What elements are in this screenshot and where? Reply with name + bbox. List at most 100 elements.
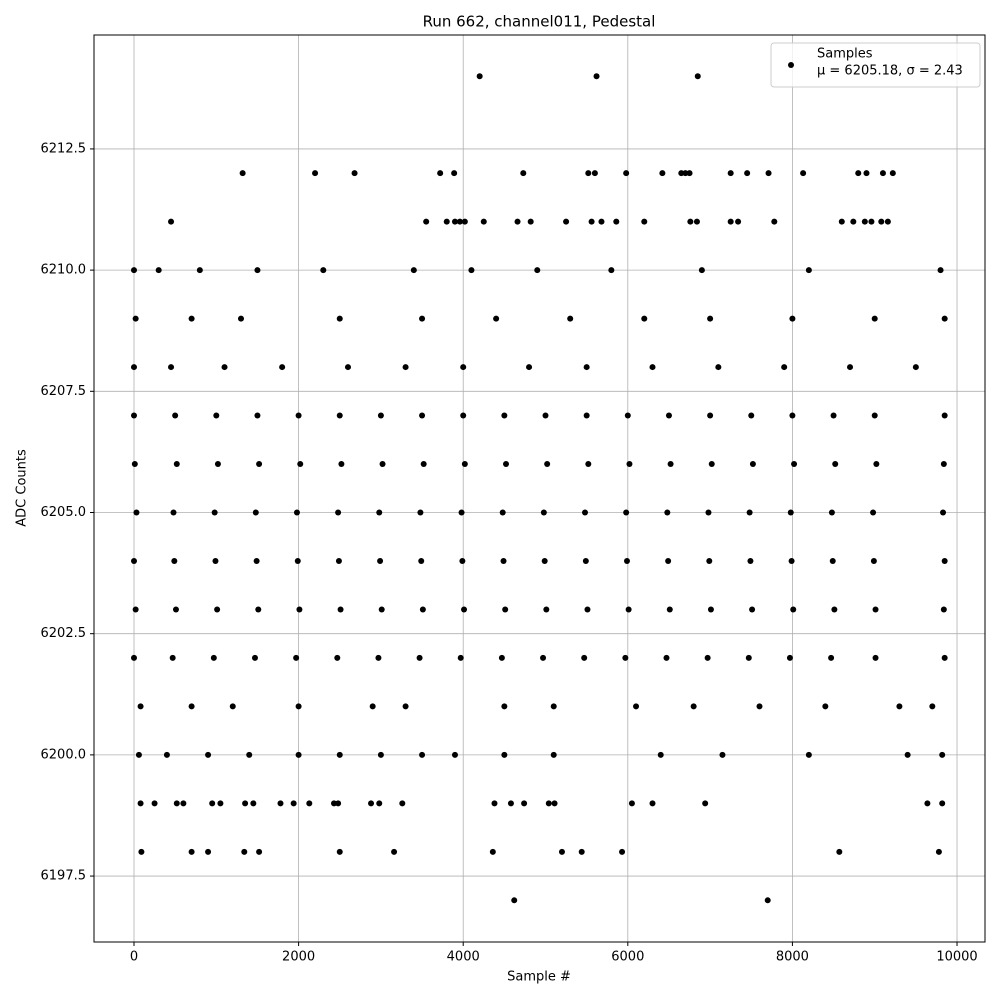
point — [451, 170, 458, 177]
point — [822, 703, 829, 710]
point — [254, 267, 261, 274]
point — [221, 364, 228, 371]
point — [416, 654, 423, 661]
point — [250, 800, 257, 807]
point — [205, 848, 212, 855]
point — [702, 800, 709, 807]
point — [246, 751, 253, 758]
point — [665, 557, 672, 564]
legend-label: Samples — [817, 47, 873, 62]
point — [708, 461, 715, 468]
point — [889, 170, 896, 177]
point — [458, 509, 465, 516]
point — [694, 73, 701, 80]
point — [540, 509, 547, 516]
x-tick-label: 8000 — [776, 950, 809, 965]
y-tick-label: 6212.5 — [41, 141, 87, 156]
grid — [94, 35, 985, 942]
point — [748, 412, 755, 419]
point — [749, 461, 756, 468]
point — [295, 412, 302, 419]
y-tick-label: 6197.5 — [41, 869, 87, 884]
point — [800, 170, 807, 177]
point — [217, 800, 224, 807]
point — [749, 606, 756, 613]
point — [545, 800, 552, 807]
point — [791, 461, 798, 468]
point — [252, 509, 259, 516]
point — [690, 703, 697, 710]
point — [351, 170, 358, 177]
point — [551, 800, 558, 807]
y-tick-label: 6202.5 — [41, 626, 87, 641]
point — [173, 800, 180, 807]
point — [294, 557, 301, 564]
point — [337, 606, 344, 613]
point — [744, 170, 751, 177]
point — [707, 606, 714, 613]
point — [628, 800, 635, 807]
point — [861, 218, 868, 225]
point — [402, 703, 409, 710]
point — [376, 509, 383, 516]
point — [879, 170, 886, 177]
point — [649, 800, 656, 807]
y-tick-label: 6200.0 — [41, 747, 87, 762]
point — [514, 218, 521, 225]
point — [585, 170, 592, 177]
point — [727, 170, 734, 177]
point — [500, 557, 507, 564]
point — [563, 218, 570, 225]
point — [935, 848, 942, 855]
point — [582, 557, 589, 564]
point — [460, 364, 467, 371]
point — [330, 800, 337, 807]
point — [137, 800, 144, 807]
point — [745, 654, 752, 661]
point — [155, 267, 162, 274]
point — [682, 170, 689, 177]
point — [295, 751, 302, 758]
point — [608, 267, 615, 274]
point — [871, 315, 878, 322]
point — [789, 412, 796, 419]
point — [456, 218, 463, 225]
point — [335, 800, 342, 807]
point — [312, 170, 319, 177]
point — [293, 654, 300, 661]
point — [336, 848, 343, 855]
point — [443, 218, 450, 225]
point — [550, 751, 557, 758]
point — [623, 557, 630, 564]
point — [664, 509, 671, 516]
point — [649, 364, 656, 371]
point — [212, 557, 219, 564]
point — [625, 606, 632, 613]
point — [209, 800, 216, 807]
y-tick-label: 6210.0 — [41, 263, 87, 278]
point — [137, 703, 144, 710]
point — [868, 218, 875, 225]
point — [377, 557, 384, 564]
point — [581, 654, 588, 661]
point — [578, 848, 585, 855]
point — [239, 170, 246, 177]
point — [338, 461, 345, 468]
point — [419, 315, 426, 322]
point — [781, 364, 788, 371]
point — [211, 509, 218, 516]
point — [344, 364, 351, 371]
x-tick-label: 2000 — [282, 950, 315, 965]
point — [213, 412, 220, 419]
point — [254, 412, 261, 419]
point — [336, 751, 343, 758]
point — [832, 461, 839, 468]
point — [251, 654, 258, 661]
point — [255, 606, 262, 613]
point — [460, 412, 467, 419]
point — [896, 703, 903, 710]
point — [707, 412, 714, 419]
point — [290, 800, 297, 807]
point — [499, 509, 506, 516]
point — [461, 606, 468, 613]
